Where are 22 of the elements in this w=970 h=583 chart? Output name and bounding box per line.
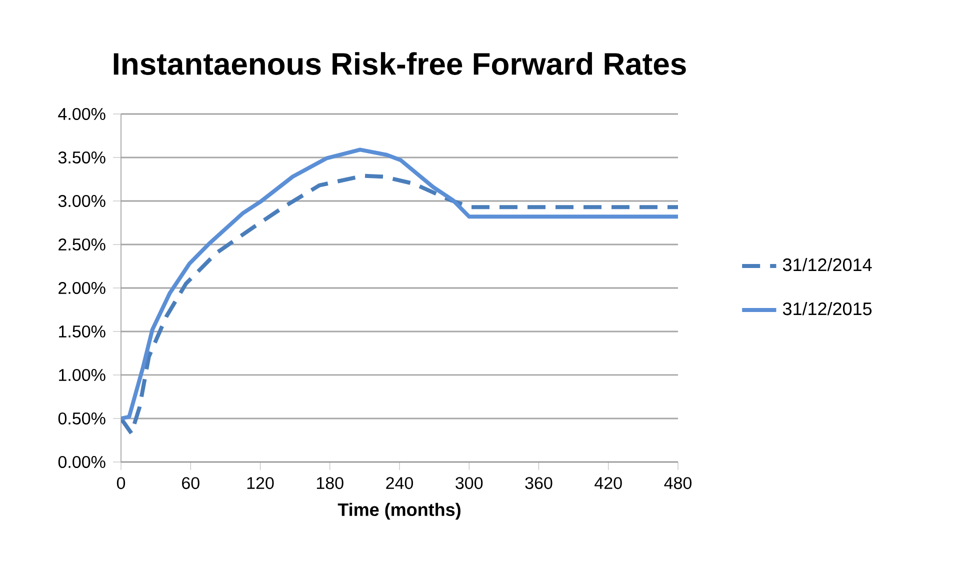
y-tick-label: 2.50% [58, 238, 106, 250]
x-tick-label: 480 [664, 477, 692, 490]
x-tick-label: 0 [116, 477, 126, 490]
x-axis-title: Time (months) [338, 502, 460, 520]
x-tick-label: 300 [456, 477, 483, 490]
y-tick-label: 4.00% [58, 108, 106, 120]
y-tick-label: 0.50% [58, 412, 106, 424]
chart-title: Instantaenous Risk-free Forward Rates [114, 52, 686, 75]
x-tick-label: 60 [182, 477, 200, 490]
x-tick-label: 420 [594, 477, 622, 490]
x-tick-label: 180 [316, 477, 344, 490]
x-tick-label: 240 [386, 477, 414, 490]
y-tick-label: 3.50% [58, 151, 106, 164]
y-tick-label: 0.00% [58, 456, 106, 468]
y-tick-label: 2.00% [58, 282, 106, 294]
y-tick-label: 1.00% [59, 368, 106, 381]
x-tick-label: 120 [247, 477, 274, 490]
y-tick-label: 3.00% [58, 194, 106, 207]
legend-label: 31/12/2015 [782, 302, 872, 316]
legend-label: 31/12/2014 [782, 258, 872, 272]
x-tick-label: 360 [525, 477, 552, 490]
y-tick-label: 1.50% [59, 325, 106, 338]
